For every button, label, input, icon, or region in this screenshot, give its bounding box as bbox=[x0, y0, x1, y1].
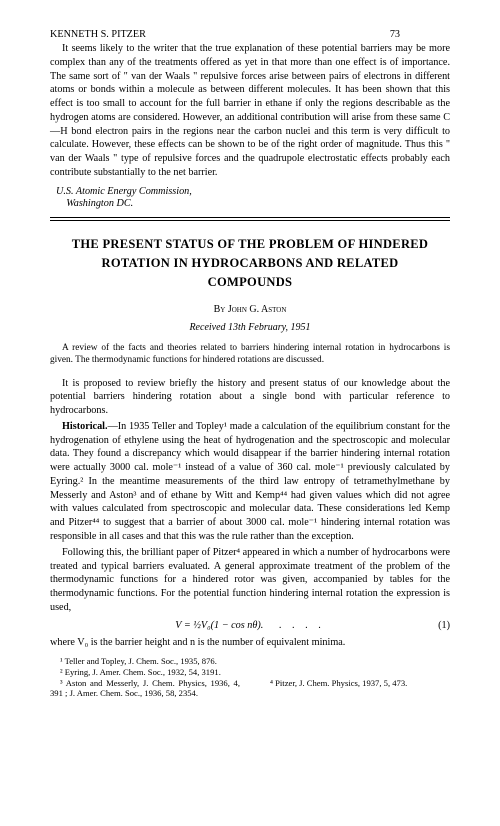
post-equation-line: where V₀ is the barrier height and n is … bbox=[50, 636, 450, 650]
received-date: Received 13th February, 1951 bbox=[50, 321, 450, 335]
footnote-3: ³ Aston and Messerly, J. Chem. Physics, … bbox=[50, 678, 240, 699]
affiliation: U.S. Atomic Energy Commission, Washingto… bbox=[56, 186, 450, 212]
page-number: 73 bbox=[390, 28, 400, 42]
byline: By John G. Aston bbox=[50, 303, 450, 317]
following-paragraph: Following this, the brilliant paper of P… bbox=[50, 546, 450, 615]
header-author: KENNETH S. PITZER bbox=[50, 28, 146, 42]
affiliation-line-1: U.S. Atomic Energy Commission, bbox=[56, 186, 192, 197]
historical-paragraph: Historical.—In 1935 Teller and Topley¹ m… bbox=[50, 420, 450, 544]
abstract: A review of the facts and theories relat… bbox=[50, 342, 450, 366]
previous-article-tail-paragraph: It seems likely to the writer that the t… bbox=[50, 42, 450, 180]
author-name: John G. Aston bbox=[228, 304, 287, 315]
article-title: THE PRESENT STATUS OF THE PROBLEM OF HIN… bbox=[60, 235, 440, 291]
footnote-1: ¹ Teller and Topley, J. Chem. Soc., 1935… bbox=[50, 656, 450, 667]
by-prefix: By bbox=[214, 304, 228, 315]
equation-1: V = ½V₀(1 − cos nθ). . . . . (1) bbox=[50, 619, 450, 633]
footnote-4: ⁴ Pitzer, J. Chem. Physics, 1937, 5, 473… bbox=[260, 678, 450, 699]
section-divider bbox=[50, 217, 450, 221]
running-header: KENNETH S. PITZER 73 bbox=[50, 28, 450, 42]
intro-paragraph: It is proposed to review briefly the his… bbox=[50, 377, 450, 418]
equation-expression: V = ½V₀(1 − cos nθ). bbox=[175, 620, 263, 631]
page: KENNETH S. PITZER 73 It seems likely to … bbox=[0, 0, 500, 826]
footnote-2: ² Eyring, J. Amer. Chem. Soc., 1932, 54,… bbox=[50, 667, 450, 678]
historical-heading: Historical. bbox=[62, 421, 108, 432]
historical-body: —In 1935 Teller and Topley¹ made a calcu… bbox=[50, 421, 450, 542]
affiliation-line-2: Washington DC. bbox=[66, 198, 133, 209]
equation-dots: . . . . bbox=[266, 620, 325, 631]
footnotes: ¹ Teller and Topley, J. Chem. Soc., 1935… bbox=[50, 656, 450, 699]
equation-number: (1) bbox=[438, 619, 450, 633]
